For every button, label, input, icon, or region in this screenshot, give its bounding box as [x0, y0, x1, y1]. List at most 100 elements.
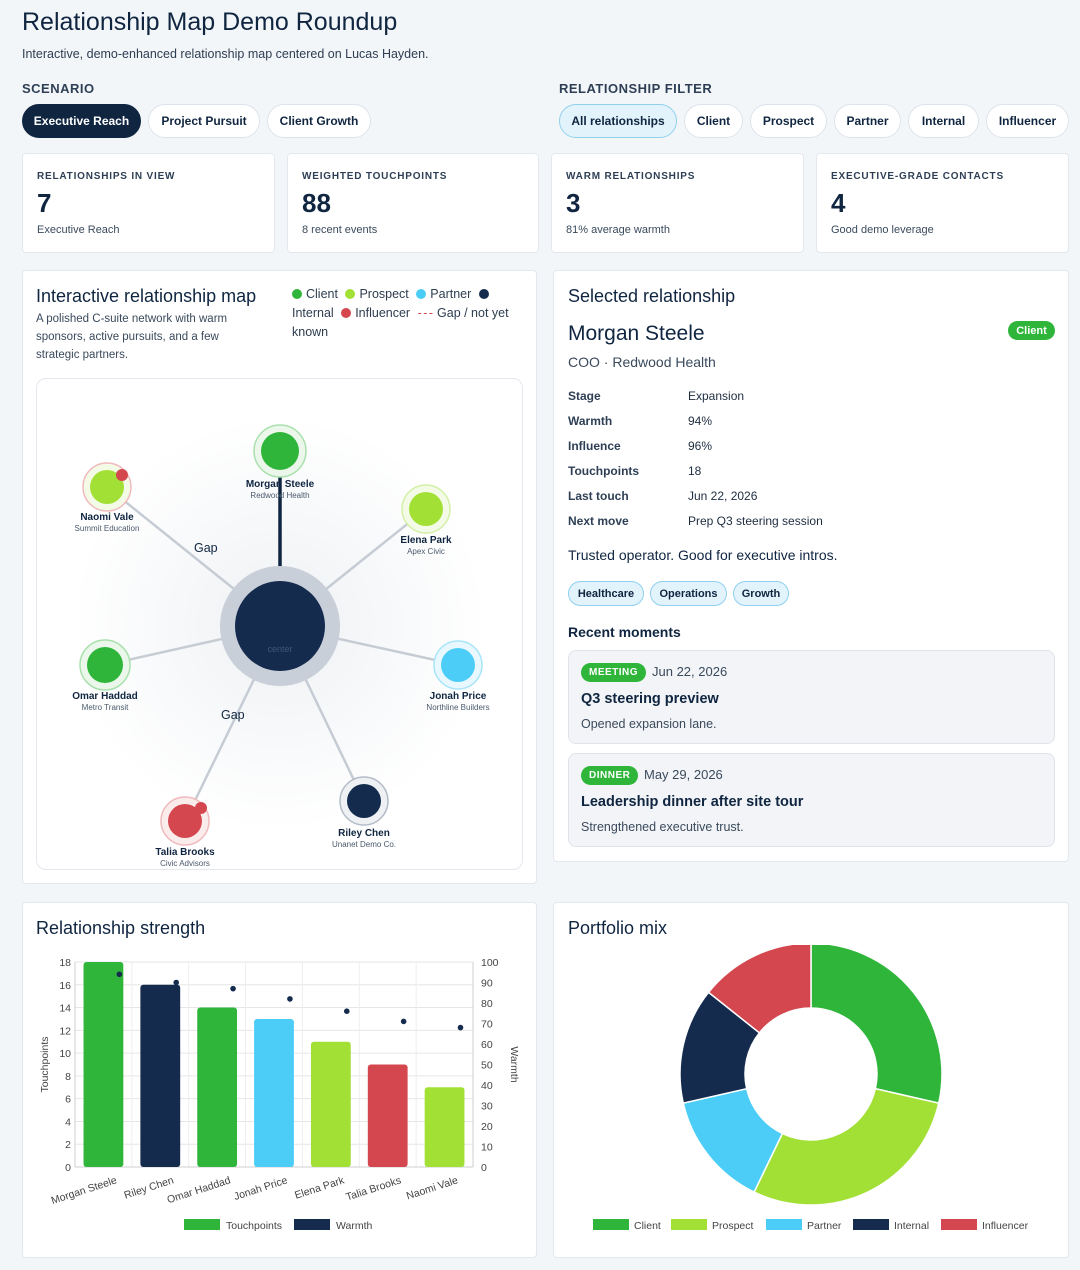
y2-tick-label: 80 [481, 998, 493, 1010]
legend-label: Influencer [982, 1220, 1029, 1232]
y2-tick-label: 100 [481, 957, 499, 969]
x-tick-label: Jonah Price [232, 1174, 289, 1203]
legend-label: Internal [894, 1220, 929, 1232]
field-key-stage: Stage [568, 389, 601, 403]
stat-card-relationships: RELATIONSHIPS IN VIEW 7 Executive Reach [22, 153, 275, 253]
y2-axis-label: Warmth [508, 1046, 520, 1083]
moment-card[interactable]: MEETING Jun 22, 2026 Q3 steering preview… [568, 650, 1055, 744]
filter-all-relationships[interactable]: All relationships [559, 104, 677, 138]
moment-date: May 29, 2026 [644, 767, 723, 782]
stat-card-executive: EXECUTIVE-GRADE CONTACTS 4 Good demo lev… [816, 153, 1069, 253]
node-morgan-steele[interactable] [261, 432, 299, 470]
alert-dot-icon [116, 469, 128, 481]
center-node[interactable] [235, 581, 325, 671]
node-org: Summit Education [75, 524, 140, 533]
tag-healthcare[interactable]: Healthcare [568, 581, 644, 606]
warmth-point [287, 996, 293, 1002]
node-elena-park[interactable] [409, 492, 443, 526]
y2-tick-label: 90 [481, 978, 493, 990]
map-description: A polished C-suite network with warm spo… [36, 313, 228, 361]
node-naomi-vale[interactable] [90, 470, 124, 504]
map-title: Interactive relationship map [36, 286, 257, 306]
y2-tick-label: 50 [481, 1060, 493, 1072]
warmth-point [230, 985, 236, 992]
node-org: Northline Builders [426, 703, 489, 712]
y-tick-label: 10 [59, 1048, 71, 1060]
selected-panel-title: Selected relationship [568, 286, 736, 306]
tag-operations[interactable]: Operations [650, 581, 727, 606]
moment-desc: Opened expansion lane. [581, 717, 717, 731]
scenario-label: SCENARIO [22, 81, 95, 96]
y-tick-label: 8 [65, 1071, 71, 1083]
selected-name: Morgan Steele [568, 322, 705, 345]
warmth-point [400, 1018, 407, 1025]
filter-internal[interactable]: Internal [908, 104, 979, 138]
field-value-stage: Expansion [688, 389, 745, 403]
node-name: Morgan Steele [246, 479, 315, 490]
gap-dash-icon: - - - [417, 306, 433, 320]
selected-type-badge: Client [1008, 321, 1055, 340]
field-value-next-move: Prep Q3 steering session [688, 514, 823, 528]
stat-value: 88 [302, 188, 331, 218]
stat-label: EXECUTIVE-GRADE CONTACTS [831, 171, 1004, 182]
node-omar-haddad[interactable] [87, 647, 123, 683]
legend-partner: Partner [430, 287, 472, 301]
gap-label-2: Gap [221, 708, 245, 722]
scenario-client-growth[interactable]: Client Growth [267, 104, 371, 138]
y-tick-label: 2 [65, 1139, 71, 1151]
moment-desc: Strengthened executive trust. [581, 820, 744, 834]
y2-tick-label: 40 [481, 1080, 493, 1092]
moment-badge: DINNER [581, 766, 639, 785]
moments-title: Recent moments [568, 624, 681, 640]
filter-influencer[interactable]: Influencer [986, 104, 1069, 138]
tag-growth[interactable]: Growth [733, 581, 789, 606]
x-tick-label: Omar Haddad [166, 1174, 233, 1206]
bar [254, 1018, 294, 1167]
bar [424, 1087, 465, 1167]
node-riley-chen[interactable] [347, 784, 381, 818]
filter-label: RELATIONSHIP FILTER [559, 81, 713, 96]
moment-card[interactable]: DINNER May 29, 2026 Leadership dinner af… [568, 753, 1055, 847]
legend-influencer: Influencer [355, 306, 411, 320]
filter-partner[interactable]: Partner [834, 104, 901, 138]
y-axis-label: Touchpoints [39, 1036, 51, 1092]
y2-tick-label: 70 [481, 1019, 493, 1031]
node-name: Elena Park [400, 535, 452, 546]
y-tick-label: 14 [59, 1003, 71, 1015]
node-org: Civic Advisors [160, 859, 210, 868]
client-dot-icon [292, 289, 302, 299]
filter-client[interactable]: Client [684, 104, 743, 138]
filter-prospect[interactable]: Prospect [750, 104, 827, 138]
warmth-point [457, 1024, 464, 1031]
scenario-project-pursuit[interactable]: Project Pursuit [148, 104, 260, 138]
node-name: Jonah Price [430, 691, 487, 702]
map-legend: Client Prospect Partner Internal Influen… [292, 285, 514, 342]
moment-title: Q3 steering preview [581, 691, 719, 707]
map-canvas[interactable]: Gap Gap center Morgan Steele Redwood Hea… [36, 378, 523, 870]
legend-prospect: Prospect [359, 287, 409, 301]
selected-role: COO · Redwood Health [568, 354, 716, 370]
field-key-influence: Influence [568, 439, 621, 453]
y-tick-label: 18 [59, 957, 71, 969]
node-jonah-price[interactable] [441, 648, 475, 682]
node-name: Riley Chen [338, 828, 390, 839]
legend-label: Prospect [712, 1220, 754, 1232]
node-name: Naomi Vale [80, 512, 134, 523]
stat-sub: Executive Reach [37, 224, 120, 236]
bar [310, 1041, 351, 1167]
y-tick-label: 6 [65, 1094, 71, 1106]
node-org: Unanet Demo Co. [332, 840, 396, 849]
stat-value: 4 [831, 188, 846, 218]
y2-tick-label: 0 [481, 1162, 487, 1174]
warmth-point [116, 971, 123, 978]
legend-internal: Internal [292, 306, 334, 320]
stat-sub: Good demo leverage [831, 224, 934, 236]
stat-label: WARM RELATIONSHIPS [566, 171, 696, 182]
node-talia-brooks[interactable] [168, 804, 202, 838]
strength-chart[interactable]: 0 2 4 6 8 10 12 14 16 18 0 10 20 30 40 50 60 70 80 90 100 Mor… [22, 945, 537, 1245]
moment-date: Jun 22, 2026 [652, 664, 728, 679]
field-value-influence: 96% [688, 439, 713, 453]
mix-chart[interactable]: Client Prospect Partner Internal Influencer [553, 945, 1069, 1245]
y2-tick-label: 60 [481, 1039, 493, 1051]
scenario-executive-reach[interactable]: Executive Reach [22, 104, 141, 138]
